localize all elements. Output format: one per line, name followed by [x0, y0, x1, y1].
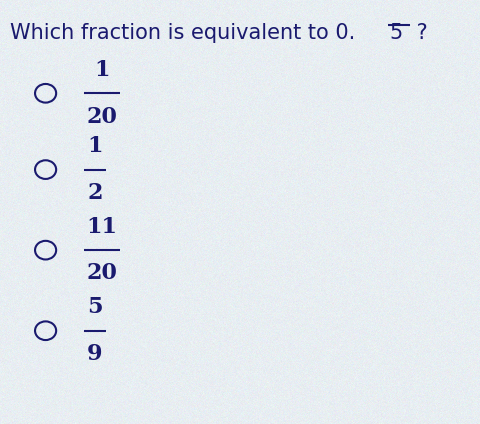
Text: 9: 9 — [87, 343, 103, 365]
Text: 1: 1 — [94, 59, 110, 81]
Text: 20: 20 — [86, 262, 118, 285]
Text: 11: 11 — [86, 216, 118, 238]
Text: 5: 5 — [390, 23, 403, 43]
Text: Which fraction is equivalent to 0.: Which fraction is equivalent to 0. — [10, 23, 361, 43]
Text: 5: 5 — [87, 296, 103, 318]
Text: 1: 1 — [87, 135, 103, 157]
Text: 20: 20 — [86, 106, 118, 128]
Text: ?: ? — [410, 23, 428, 43]
Text: 2: 2 — [87, 182, 103, 204]
